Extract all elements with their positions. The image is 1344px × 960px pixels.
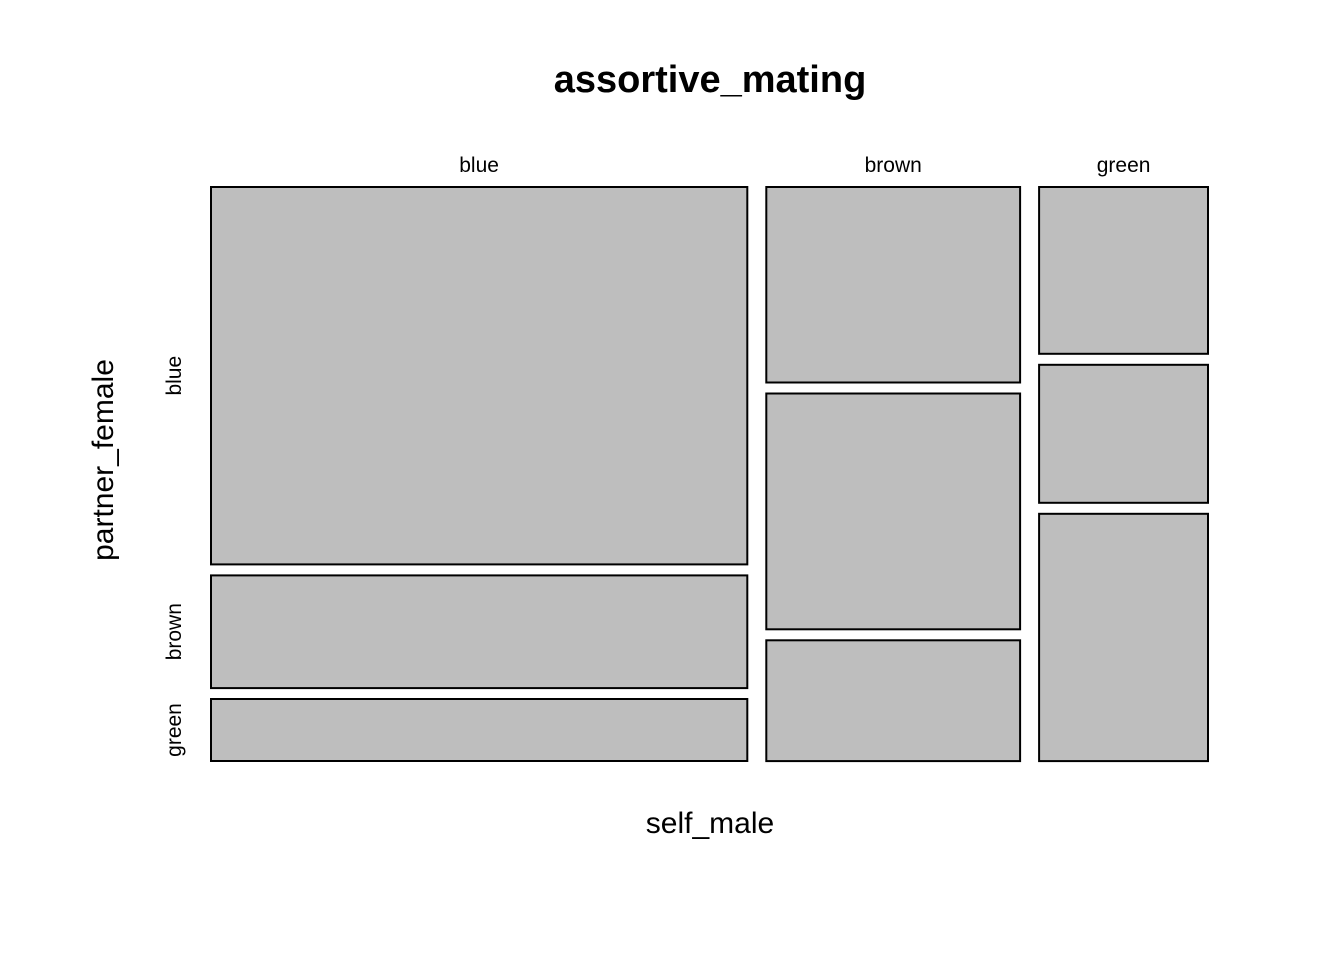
x-label-blue: blue — [459, 154, 499, 177]
x-label-brown: brown — [865, 154, 922, 177]
tile-blue-blue — [210, 186, 749, 566]
y-label-blue: blue — [163, 356, 186, 396]
y-label-brown: brown — [163, 603, 186, 660]
y-axis-title: partner_female — [87, 359, 120, 561]
tile-brown-green — [765, 639, 1022, 763]
tile-green-brown — [1038, 363, 1209, 504]
mosaic-tiles — [210, 186, 1209, 763]
y-category-labels: blue brown green — [163, 356, 186, 757]
tile-brown-blue — [765, 186, 1022, 384]
y-label-green: green — [163, 703, 186, 757]
tile-blue-green — [210, 698, 749, 762]
tile-green-green — [1038, 512, 1209, 763]
x-axis-title: self_male — [646, 807, 774, 840]
x-category-labels: blue brown green — [459, 154, 1150, 177]
tile-brown-brown — [765, 392, 1022, 631]
chart-title: assortive_mating — [554, 59, 867, 101]
x-label-green: green — [1097, 154, 1151, 177]
tile-blue-brown — [210, 574, 749, 690]
tile-green-blue — [1038, 186, 1209, 355]
